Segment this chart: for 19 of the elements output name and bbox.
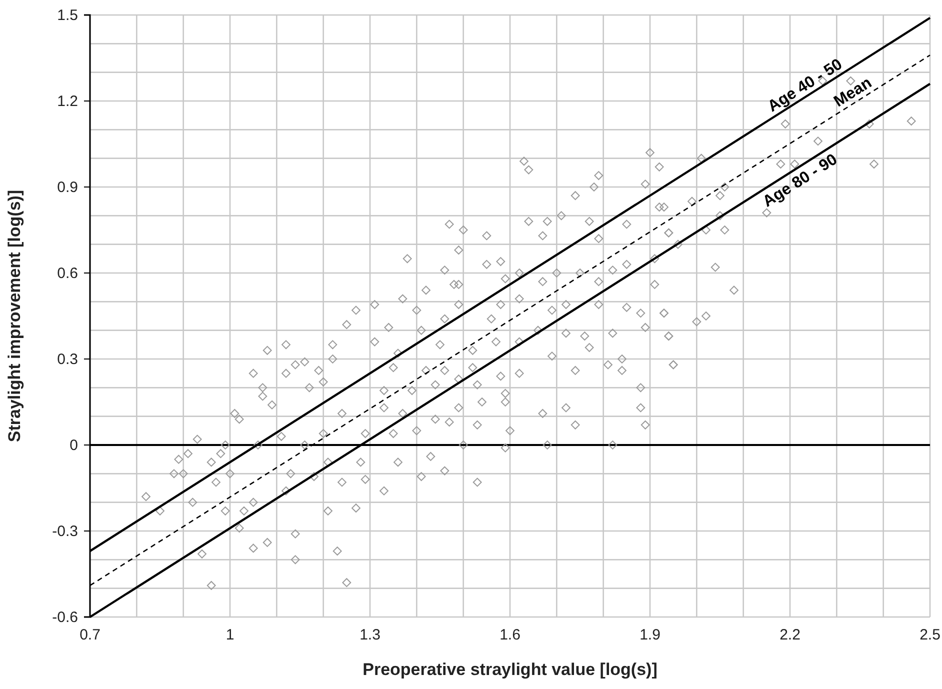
x-tick-label: 1.9	[640, 626, 660, 644]
y-axis-title: Straylight improvement [log(s)]	[5, 190, 24, 442]
x-tick-label: 2.2	[780, 626, 800, 644]
x-axis-title: Preoperative straylight value [log(s)]	[362, 660, 658, 679]
x-tick-label: 0.7	[80, 626, 100, 644]
y-tick-label: 0.3	[57, 350, 78, 368]
x-tick-label: 1.6	[500, 626, 520, 644]
y-tick-label: -0.3	[52, 522, 78, 540]
text: Age 80 - 90	[760, 151, 841, 211]
y-tick-label: 1.5	[57, 6, 78, 24]
y-tick-label: -0.6	[52, 608, 78, 626]
x-tick-label: 2.5	[920, 626, 940, 644]
y-tick-label: 0.6	[57, 264, 78, 282]
y-tick-label: 0.9	[57, 178, 78, 196]
y-tick-label: 0	[70, 436, 78, 454]
x-tick-label: 1	[226, 626, 234, 644]
text: Mean	[831, 74, 875, 111]
x-tick-label: 1.3	[360, 626, 380, 644]
y-tick-label: 1.2	[57, 92, 78, 110]
